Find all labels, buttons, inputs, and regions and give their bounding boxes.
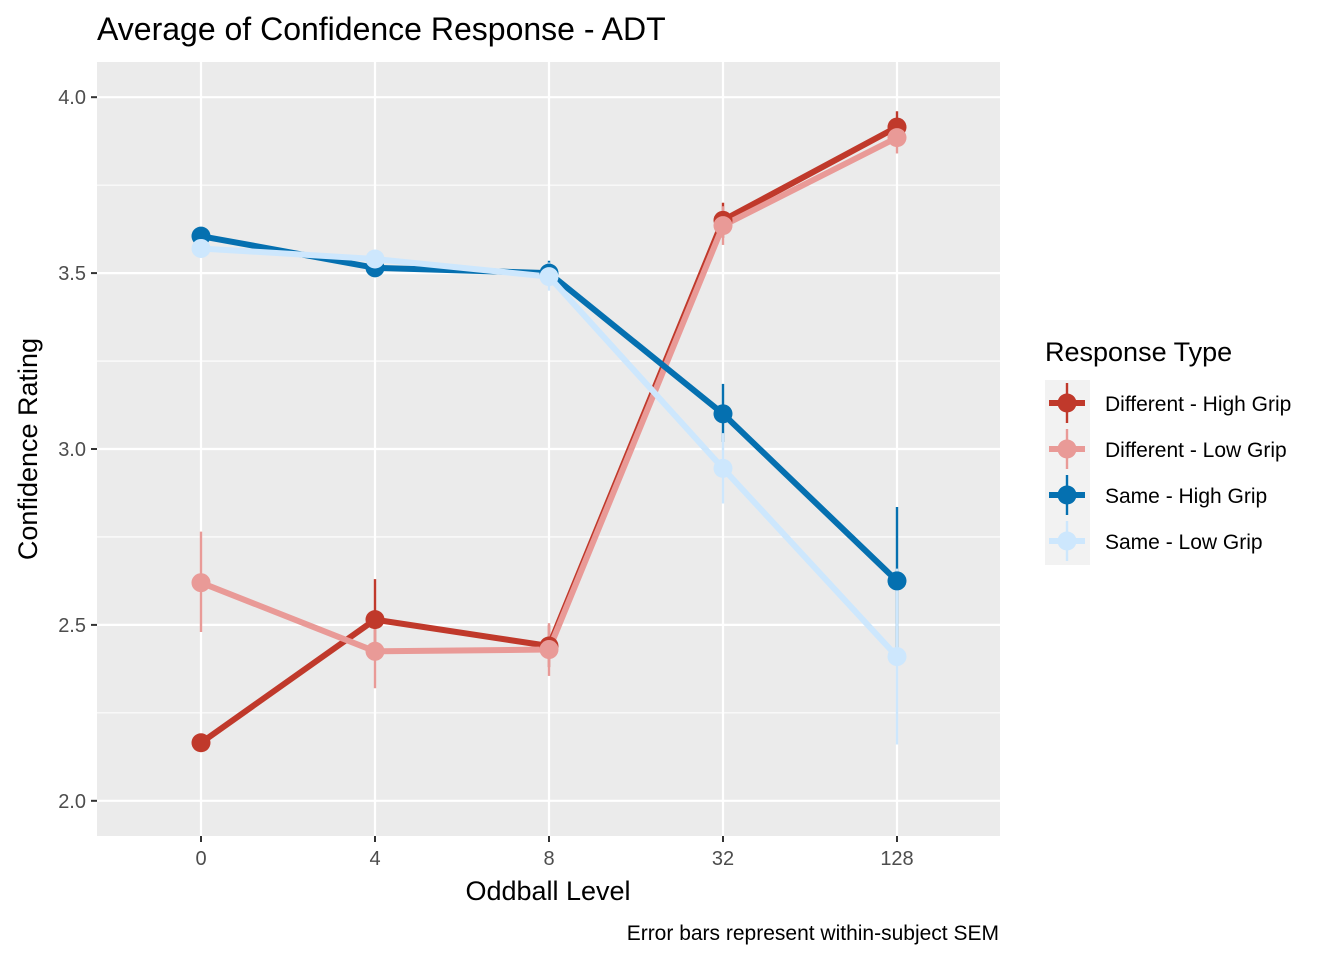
x-tick-label: 128 bbox=[880, 848, 913, 870]
legend: Response Type Different - High GripDiffe… bbox=[1045, 337, 1291, 565]
legend-key-point bbox=[1057, 485, 1077, 505]
legend-key-point bbox=[1057, 439, 1077, 459]
data-point bbox=[713, 404, 733, 424]
data-point bbox=[365, 610, 385, 630]
data-point bbox=[365, 249, 385, 269]
x-axis-ticks: 0 4 8 32 128 bbox=[195, 836, 914, 870]
chart-title: Average of Confidence Response - ADT bbox=[97, 11, 666, 47]
x-axis-title: Oddball Level bbox=[465, 876, 630, 906]
caption: Error bars represent within-subject SEM bbox=[627, 922, 999, 945]
y-axis-ticks: 2.0 2.5 3.0 3.5 4.0 bbox=[58, 87, 97, 813]
legend-label: Different - Low Grip bbox=[1105, 439, 1287, 462]
series-points bbox=[191, 117, 907, 753]
grid-lines bbox=[97, 62, 1000, 836]
data-point bbox=[539, 267, 559, 287]
y-tick-label: 3.5 bbox=[58, 263, 86, 285]
data-point bbox=[191, 573, 211, 593]
data-point bbox=[887, 128, 907, 148]
legend-label: Different - High Grip bbox=[1105, 393, 1291, 416]
legend-items: Different - High Grip Different - Low Gri… bbox=[1049, 383, 1291, 561]
data-point bbox=[887, 571, 907, 591]
legend-label: Same - Low Grip bbox=[1105, 531, 1263, 554]
y-tick-label: 3.0 bbox=[58, 439, 86, 461]
legend-key-point bbox=[1057, 531, 1077, 551]
x-tick-label: 0 bbox=[195, 848, 206, 870]
data-point bbox=[713, 458, 733, 478]
y-axis-title: Confidence Rating bbox=[13, 338, 43, 560]
legend-label: Same - High Grip bbox=[1105, 485, 1267, 508]
data-point bbox=[887, 647, 907, 667]
x-tick-label: 4 bbox=[369, 848, 380, 870]
y-tick-label: 2.5 bbox=[58, 615, 86, 637]
data-point bbox=[191, 733, 211, 753]
data-point bbox=[365, 641, 385, 661]
x-tick-label: 32 bbox=[712, 848, 734, 870]
y-tick-label: 4.0 bbox=[58, 87, 86, 109]
data-point bbox=[713, 216, 733, 236]
legend-key-point bbox=[1057, 393, 1077, 413]
x-tick-label: 8 bbox=[543, 848, 554, 870]
data-point bbox=[191, 238, 211, 258]
legend-title: Response Type bbox=[1045, 337, 1232, 367]
data-point bbox=[539, 640, 559, 660]
y-tick-label: 2.0 bbox=[58, 791, 86, 813]
